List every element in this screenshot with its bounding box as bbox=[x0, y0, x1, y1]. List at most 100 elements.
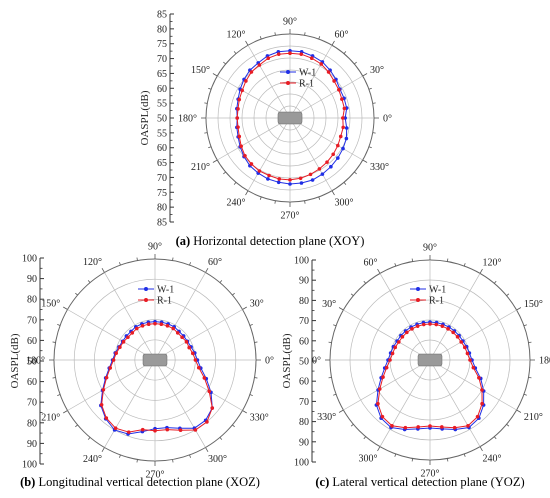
angle-tick bbox=[523, 324, 527, 327]
angle-tick bbox=[219, 437, 223, 440]
data-point bbox=[190, 351, 195, 356]
data-point bbox=[329, 164, 333, 169]
data-point bbox=[380, 414, 385, 419]
angle-label: 30° bbox=[250, 299, 264, 310]
polar-chart-c: 180° 150° 120° 90° 60° 30° 0° 330° 300° 270° 240° 2… bbox=[281, 243, 550, 480]
r-tick-label: 85 bbox=[157, 10, 167, 21]
angle-tick bbox=[333, 393, 337, 396]
data-point bbox=[140, 324, 145, 328]
angle-tick bbox=[372, 102, 376, 104]
legend-marker bbox=[416, 287, 420, 291]
data-point bbox=[101, 387, 106, 392]
data-point bbox=[377, 387, 382, 391]
data-point bbox=[309, 56, 314, 61]
grid-spoke bbox=[247, 45, 291, 119]
r-tick-label: 60 bbox=[299, 336, 309, 347]
r-tick-label: 80 bbox=[299, 417, 309, 428]
data-point bbox=[153, 321, 157, 326]
angle-label: 240° bbox=[83, 454, 102, 465]
angle-label: 270° bbox=[146, 470, 165, 481]
data-point bbox=[331, 152, 336, 157]
legend-label: W-1 bbox=[299, 68, 316, 79]
data-point bbox=[415, 324, 420, 328]
data-point bbox=[108, 366, 113, 370]
legend-label: R-1 bbox=[157, 296, 172, 307]
data-point bbox=[288, 182, 292, 186]
angle-tick bbox=[223, 61, 226, 65]
angle-tick bbox=[189, 262, 191, 266]
legend: W-1R-1 bbox=[280, 68, 316, 90]
data-point bbox=[159, 322, 164, 326]
data-point bbox=[140, 427, 145, 432]
legend-label: W-1 bbox=[429, 285, 446, 296]
data-point bbox=[165, 427, 170, 432]
polar-chart-a: 0° 30° 60° 90° 120° 150° 180° 210° 240° 270° 300° 3… bbox=[139, 10, 392, 229]
data-point bbox=[342, 106, 347, 111]
angle-tick bbox=[318, 196, 321, 200]
r-tick-label: 80 bbox=[157, 24, 167, 35]
angle-tick bbox=[57, 394, 61, 396]
model-glyph bbox=[277, 111, 303, 125]
r-tick-label: 70 bbox=[157, 54, 167, 65]
angle-tick bbox=[172, 257, 174, 261]
r-axis-label: OASPL(dB) bbox=[139, 90, 151, 145]
data-point bbox=[376, 401, 380, 406]
grid-spoke bbox=[429, 359, 517, 411]
data-point bbox=[239, 144, 243, 148]
angle-tick bbox=[136, 459, 138, 463]
angle-tick bbox=[516, 307, 522, 311]
angle-tick bbox=[446, 458, 449, 462]
data-point bbox=[410, 327, 414, 331]
data-point bbox=[466, 424, 470, 428]
angle-tick bbox=[363, 436, 367, 440]
angle-tick bbox=[506, 293, 510, 297]
angle-tick bbox=[463, 263, 466, 267]
data-point bbox=[237, 97, 242, 102]
legend-marker bbox=[286, 70, 290, 74]
grid-spoke bbox=[429, 309, 517, 361]
data-point bbox=[428, 424, 432, 428]
data-point bbox=[390, 424, 394, 428]
angle-label: 330° bbox=[250, 413, 269, 424]
angle-label: 120° bbox=[83, 257, 102, 268]
angle-tick bbox=[63, 410, 68, 414]
data-point bbox=[178, 428, 183, 433]
data-point bbox=[175, 331, 180, 335]
angle-label: 150° bbox=[41, 299, 60, 310]
data-point bbox=[288, 51, 292, 55]
grid-spoke bbox=[154, 272, 206, 361]
angle-tick bbox=[343, 51, 347, 54]
data-point bbox=[341, 125, 345, 130]
data-point bbox=[244, 79, 248, 83]
data-point bbox=[146, 322, 151, 326]
angle-tick bbox=[119, 262, 121, 266]
r-tick-label: 55 bbox=[157, 99, 167, 110]
data-point bbox=[277, 177, 282, 181]
series-W-1 bbox=[374, 320, 486, 432]
data-point bbox=[171, 326, 175, 331]
angle-tick bbox=[516, 409, 522, 413]
angle-label: 210° bbox=[41, 413, 60, 424]
data-point bbox=[135, 326, 139, 331]
data-point bbox=[113, 426, 118, 431]
data-point bbox=[317, 167, 322, 171]
angle-label: 330° bbox=[317, 412, 336, 423]
data-point bbox=[111, 358, 116, 362]
data-point bbox=[121, 340, 126, 344]
angle-tick bbox=[331, 40, 335, 46]
angle-tick bbox=[274, 32, 276, 36]
legend-marker bbox=[286, 81, 290, 85]
grid-spoke bbox=[217, 117, 291, 161]
polar-chart-b: 0° 30° 60° 90° 120° 150° 180° 210° 240° 270° 300° 3… bbox=[9, 242, 274, 481]
r-tick-label: 80 bbox=[157, 203, 167, 214]
data-point bbox=[384, 365, 389, 370]
r-tick-label: 60 bbox=[27, 336, 37, 347]
angle-tick bbox=[368, 87, 372, 90]
angle-tick bbox=[245, 40, 249, 46]
angle-tick bbox=[208, 146, 212, 149]
angle-tick bbox=[362, 159, 368, 163]
series-R-1 bbox=[376, 322, 484, 430]
data-point bbox=[475, 414, 480, 419]
data-point bbox=[340, 97, 344, 101]
data-point bbox=[114, 351, 119, 355]
